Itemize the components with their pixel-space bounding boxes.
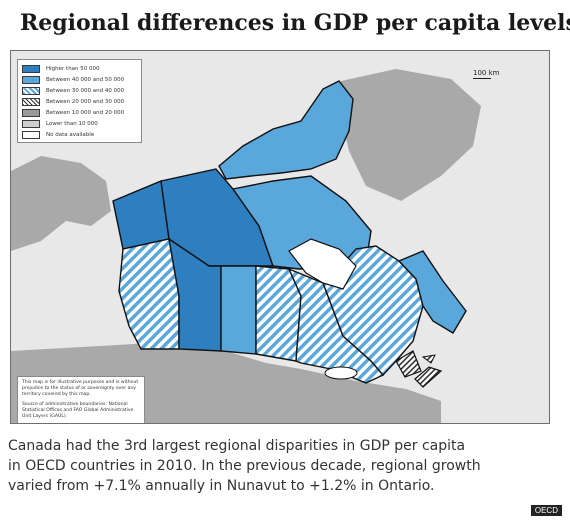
scale-line — [473, 78, 491, 79]
legend-swatch — [22, 119, 40, 128]
legend-label: Between 20 000 and 30 000 — [46, 98, 125, 105]
oecd-watermark: OECD — [530, 505, 562, 516]
caption-line: in OECD countries in 2010. In the previo… — [8, 458, 481, 474]
legend-label: No data available — [46, 131, 95, 138]
caption: Canada had the 3rd largest regional disp… — [8, 436, 528, 496]
legend-label: Between 30 000 and 40 000 — [46, 87, 125, 94]
alaska-landmass — [11, 156, 111, 251]
disclaimer-source: Source of administrative boundaries: Nat… — [22, 401, 134, 419]
legend-swatch — [22, 108, 40, 117]
disclaimer-text: This map is for illustrative purposes an… — [22, 380, 139, 398]
legend-item: Between 30 000 and 40 000 — [22, 85, 137, 96]
map-canvas — [11, 69, 481, 423]
region-saskatchewan — [220, 265, 257, 355]
great-lakes — [324, 366, 358, 380]
region-yukon — [112, 180, 170, 250]
legend-swatch — [22, 75, 40, 84]
region-british-columbia — [118, 238, 180, 350]
region-arctic-islands — [218, 80, 354, 180]
legend-item: Between 20 000 and 30 000 — [22, 96, 137, 107]
legend-swatch — [22, 130, 40, 139]
map-legend: Higher than 50 000 Between 40 000 and 50… — [17, 59, 142, 143]
legend-item: Lower than 10 000 — [22, 118, 137, 129]
legend-label: Between 40 000 and 50 000 — [46, 76, 125, 83]
region-nova-scotia — [414, 366, 443, 388]
legend-label: Lower than 10 000 — [46, 120, 98, 127]
region-prince-edward-island — [421, 354, 436, 364]
legend-swatch — [22, 64, 40, 73]
legend-label: Between 10 000 and 20 000 — [46, 109, 125, 116]
hudson-bay — [288, 238, 357, 290]
greenland-landmass — [341, 69, 481, 201]
legend-swatch — [22, 97, 40, 106]
caption-line: varied from +7.1% annually in Nunavut to… — [8, 478, 435, 494]
scale-bar: 100 km — [473, 69, 499, 79]
legend-item: Between 10 000 and 20 000 — [22, 107, 137, 118]
legend-item: Higher than 50 000 — [22, 63, 137, 74]
scale-label: 100 km — [473, 69, 500, 77]
map-frame: Higher than 50 000 Between 40 000 and 50… — [10, 50, 550, 424]
caption-line: Canada had the 3rd largest regional disp… — [8, 438, 466, 454]
legend-item: No data available — [22, 129, 137, 140]
legend-swatch — [22, 86, 40, 95]
legend-label: Higher than 50 000 — [46, 65, 100, 72]
map-disclaimer: This map is for illustrative purposes an… — [17, 376, 145, 423]
region-newfoundland-labrador — [397, 250, 467, 334]
legend-item: Between 40 000 and 50 000 — [22, 74, 137, 85]
region-new-brunswick — [395, 350, 422, 378]
page-title: Regional differences in GDP per capita l… — [20, 10, 570, 36]
